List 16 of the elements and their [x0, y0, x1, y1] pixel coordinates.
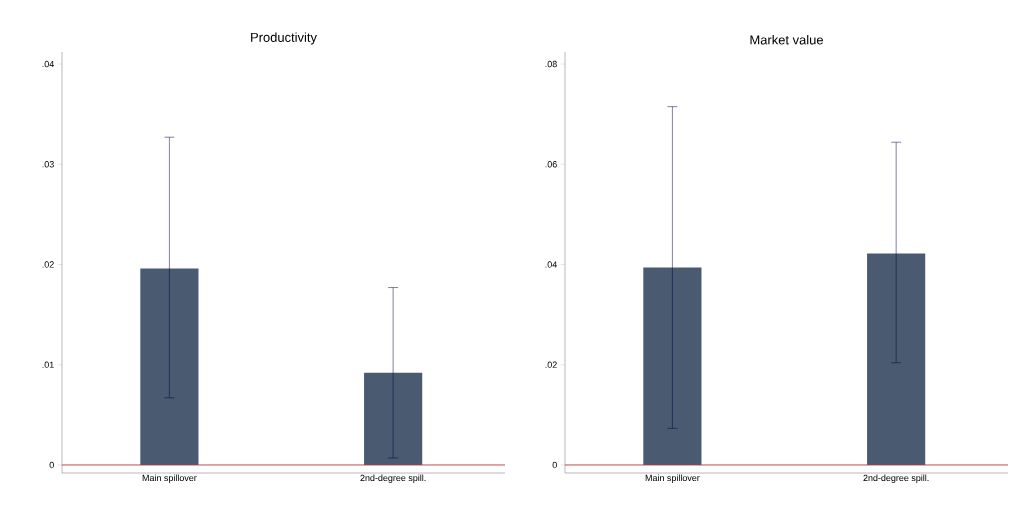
x-tick-label: Main spillover [645, 474, 700, 483]
chart-title: Productivity [251, 32, 317, 45]
y-tick-label: .08 [545, 60, 557, 68]
y-tick-label: .02 [545, 361, 557, 368]
chart-title: Market value [750, 34, 823, 45]
y-tick-label: .03 [42, 161, 54, 168]
y-tick-label: .04 [545, 261, 557, 268]
y-tick-label: .01 [42, 361, 54, 368]
x-tick-label: Main spillover [142, 474, 197, 483]
x-tick-label: 2nd-degree spill. [360, 474, 426, 483]
y-tick-label: 0 [49, 461, 54, 469]
y-tick-label: .02 [42, 261, 54, 268]
x-tick-label: 2nd-degree spill. [863, 474, 929, 483]
y-tick-label: .04 [42, 60, 54, 68]
y-tick-label: .06 [545, 161, 557, 168]
y-tick-label: 0 [552, 461, 557, 469]
